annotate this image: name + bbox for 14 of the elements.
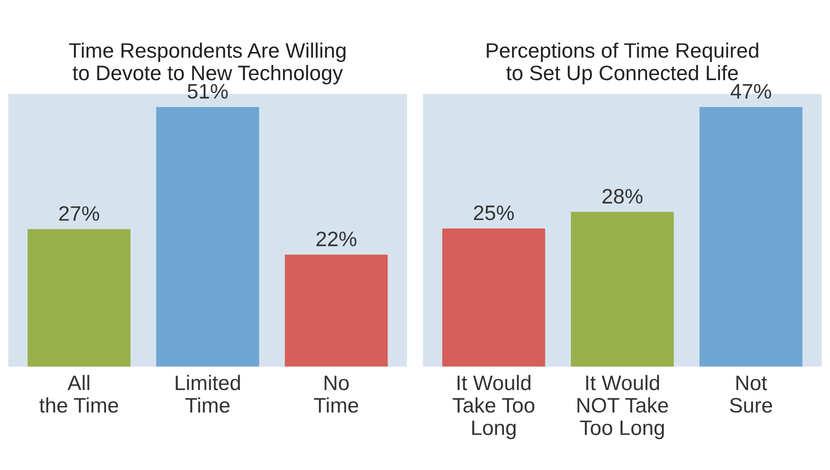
chart-title: Perceptions of Time Required to Set Up Connected Life [486, 42, 758, 84]
x-tick-label: Limited Time [176, 374, 240, 413]
data-label: 27% [59, 206, 100, 221]
data-label: 28% [602, 188, 642, 204]
chart-title: Time Respondents Are Willing to Devote to New Technology [69, 42, 346, 84]
data-label: 51% [188, 84, 228, 99]
x-tick-label: It Would NOT Take Too Long [578, 374, 668, 440]
x-tick-label: Not Sure [730, 376, 772, 413]
data-label: 25% [474, 205, 514, 220]
x-tick-label: No Time [314, 376, 358, 413]
data-label: 22% [316, 232, 356, 246]
x-tick-label: It Would Take Too Long [452, 374, 534, 440]
x-tick-label: All the Time [39, 374, 118, 413]
data-label: 47% [730, 84, 772, 99]
